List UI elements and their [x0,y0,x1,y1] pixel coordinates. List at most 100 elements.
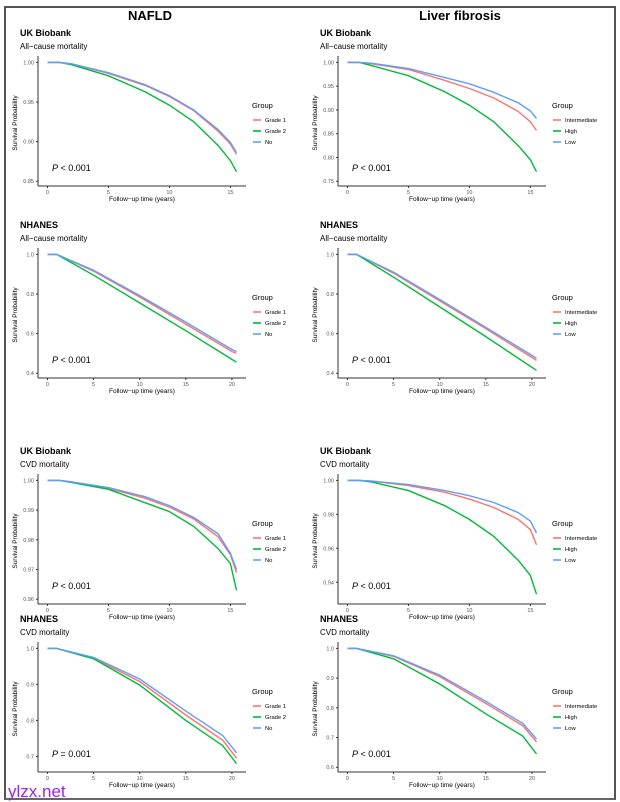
panel-7: NHANES CVD mortality 0.7 0.8 0.9 1.0 0 5 10 15 20 F… [12,614,286,789]
legend-label: Intermediate [565,118,597,124]
panel-cohort: UK Biobank [320,28,372,38]
y-axis-label: Survival Probability [12,287,19,343]
legend-label: Grade 2 [265,321,286,327]
curve-intermediate [347,253,537,361]
panel-1: UK Biobank All−cause mortality 0.85 0.90 0.9… [12,28,286,203]
legend-label: Intermediate [565,310,597,316]
curve-no [47,253,237,353]
legend-title: Group [552,293,573,302]
x-tick-label: 0 [346,776,349,782]
y-tick-label: 0.8 [326,292,334,298]
panel-6: UK Biobank CVD mortality 0.94 0.96 0.98 1.00 0… [312,446,597,621]
curve-no [47,647,238,754]
panel-cohort: NHANES [320,614,358,624]
legend-label: Grade 2 [265,715,286,721]
y-tick-label: 1.00 [323,60,334,66]
x-tick-label: 10 [166,190,172,196]
x-tick-label: 10 [137,382,143,388]
x-axis-label: Follow−up time (years) [409,614,475,621]
y-tick-label: 0.90 [323,108,334,114]
panel-cohort: NHANES [20,614,58,624]
panel-5: UK Biobank CVD mortality 0.96 0.97 0.98 0.99 1… [12,446,286,621]
x-tick-label: 15 [527,608,533,614]
y-axis-label: Survival Probability [312,513,319,569]
legend-label: Low [565,140,576,146]
x-tick-label: 15 [483,382,489,388]
x-tick-label: 10 [437,382,443,388]
y-tick-label: 0.96 [23,597,34,603]
y-tick-label: 0.9 [26,682,34,688]
curve-grade-1 [47,61,238,155]
p-value: P < 0.001 [352,355,391,365]
x-tick-label: 15 [227,190,233,196]
y-tick-label: 0.7 [26,754,34,760]
x-axis-label: Follow−up time (years) [109,782,175,789]
x-axis-label: Follow−up time (years) [109,196,175,203]
curve-low [347,61,538,119]
x-axis-label: Follow−up time (years) [409,196,475,203]
x-tick-label: 5 [392,776,395,782]
x-tick-label: 5 [392,382,395,388]
panel-cohort: NHANES [320,220,358,230]
y-tick-label: 1.00 [23,478,34,484]
p-value: P = 0.001 [52,749,91,759]
p-value: P < 0.001 [52,163,91,173]
figure-frame [4,6,616,800]
x-tick-label: 5 [407,190,410,196]
x-tick-label: 15 [227,608,233,614]
legend-title: Group [552,101,573,110]
x-tick-label: 0 [346,382,349,388]
y-axis-label: Survival Probability [12,513,19,569]
legend-label: Low [565,558,576,564]
x-tick-label: 15 [483,776,489,782]
x-tick-label: 20 [229,776,235,782]
panel-cohort: UK Biobank [20,28,72,38]
y-tick-label: 1.0 [26,646,34,652]
legend-label: No [265,726,272,732]
y-tick-label: 0.96 [323,546,334,552]
legend-label: Grade 1 [265,704,286,710]
curve-low [347,253,537,359]
panel-outcome: All−cause mortality [320,234,387,243]
x-tick-label: 15 [183,382,189,388]
y-tick-label: 0.4 [326,371,334,377]
legend-title: Group [252,519,273,528]
y-tick-label: 0.80 [323,155,334,161]
curve-high [347,61,538,173]
x-tick-label: 15 [183,776,189,782]
x-tick-label: 5 [407,608,410,614]
x-tick-label: 10 [466,608,472,614]
y-tick-label: 1.0 [26,252,34,258]
y-tick-label: 0.75 [323,179,334,185]
legend-label: No [265,332,272,338]
legend-label: No [265,140,272,146]
y-axis-label: Survival Probability [12,681,19,737]
panel-cohort: NHANES [20,220,58,230]
x-tick-label: 5 [92,382,95,388]
y-tick-label: 0.95 [23,100,34,106]
legend-label: Grade 2 [265,129,286,135]
y-axis-label: Survival Probability [12,95,19,151]
p-value: P < 0.001 [52,581,91,591]
y-tick-label: 0.98 [323,512,334,518]
legend-label: Grade 1 [265,310,286,316]
x-tick-label: 10 [166,608,172,614]
legend-label: High [565,129,577,135]
column-title-nafld: NAFLD [127,8,173,23]
panel-outcome: CVD mortality [20,460,69,469]
curve-high [347,479,538,595]
y-tick-label: 0.9 [326,676,334,682]
legend-label: Low [565,332,576,338]
legend-label: Grade 1 [265,536,286,542]
panel-cohort: UK Biobank [320,446,372,456]
panel-outcome: CVD mortality [20,628,69,637]
curve-no [47,479,238,570]
y-tick-label: 0.85 [23,179,34,185]
y-tick-label: 1.0 [326,252,334,258]
y-tick-label: 0.95 [323,84,334,90]
y-tick-label: 0.8 [26,292,34,298]
x-tick-label: 0 [346,190,349,196]
panel-cohort: UK Biobank [20,446,72,456]
x-axis-label: Follow−up time (years) [109,388,175,395]
legend-label: Low [565,726,576,732]
